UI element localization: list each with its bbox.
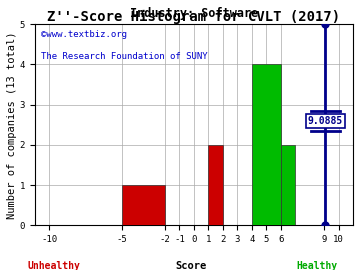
Text: Unhealthy: Unhealthy — [28, 261, 80, 270]
Bar — [122, 185, 165, 225]
Text: Score: Score — [175, 261, 206, 270]
Text: ©www.textbiz.org: ©www.textbiz.org — [41, 30, 127, 39]
Bar — [208, 145, 223, 225]
Y-axis label: Number of companies (13 total): Number of companies (13 total) — [7, 31, 17, 218]
Text: The Research Foundation of SUNY: The Research Foundation of SUNY — [41, 52, 208, 61]
Title: Z''-Score Histogram for CVLT (2017): Z''-Score Histogram for CVLT (2017) — [48, 10, 341, 24]
Text: Industry: Software: Industry: Software — [130, 7, 258, 20]
Text: 9.0885: 9.0885 — [308, 116, 343, 126]
Bar — [252, 64, 281, 225]
Bar — [281, 145, 295, 225]
Text: Healthy: Healthy — [296, 261, 337, 270]
